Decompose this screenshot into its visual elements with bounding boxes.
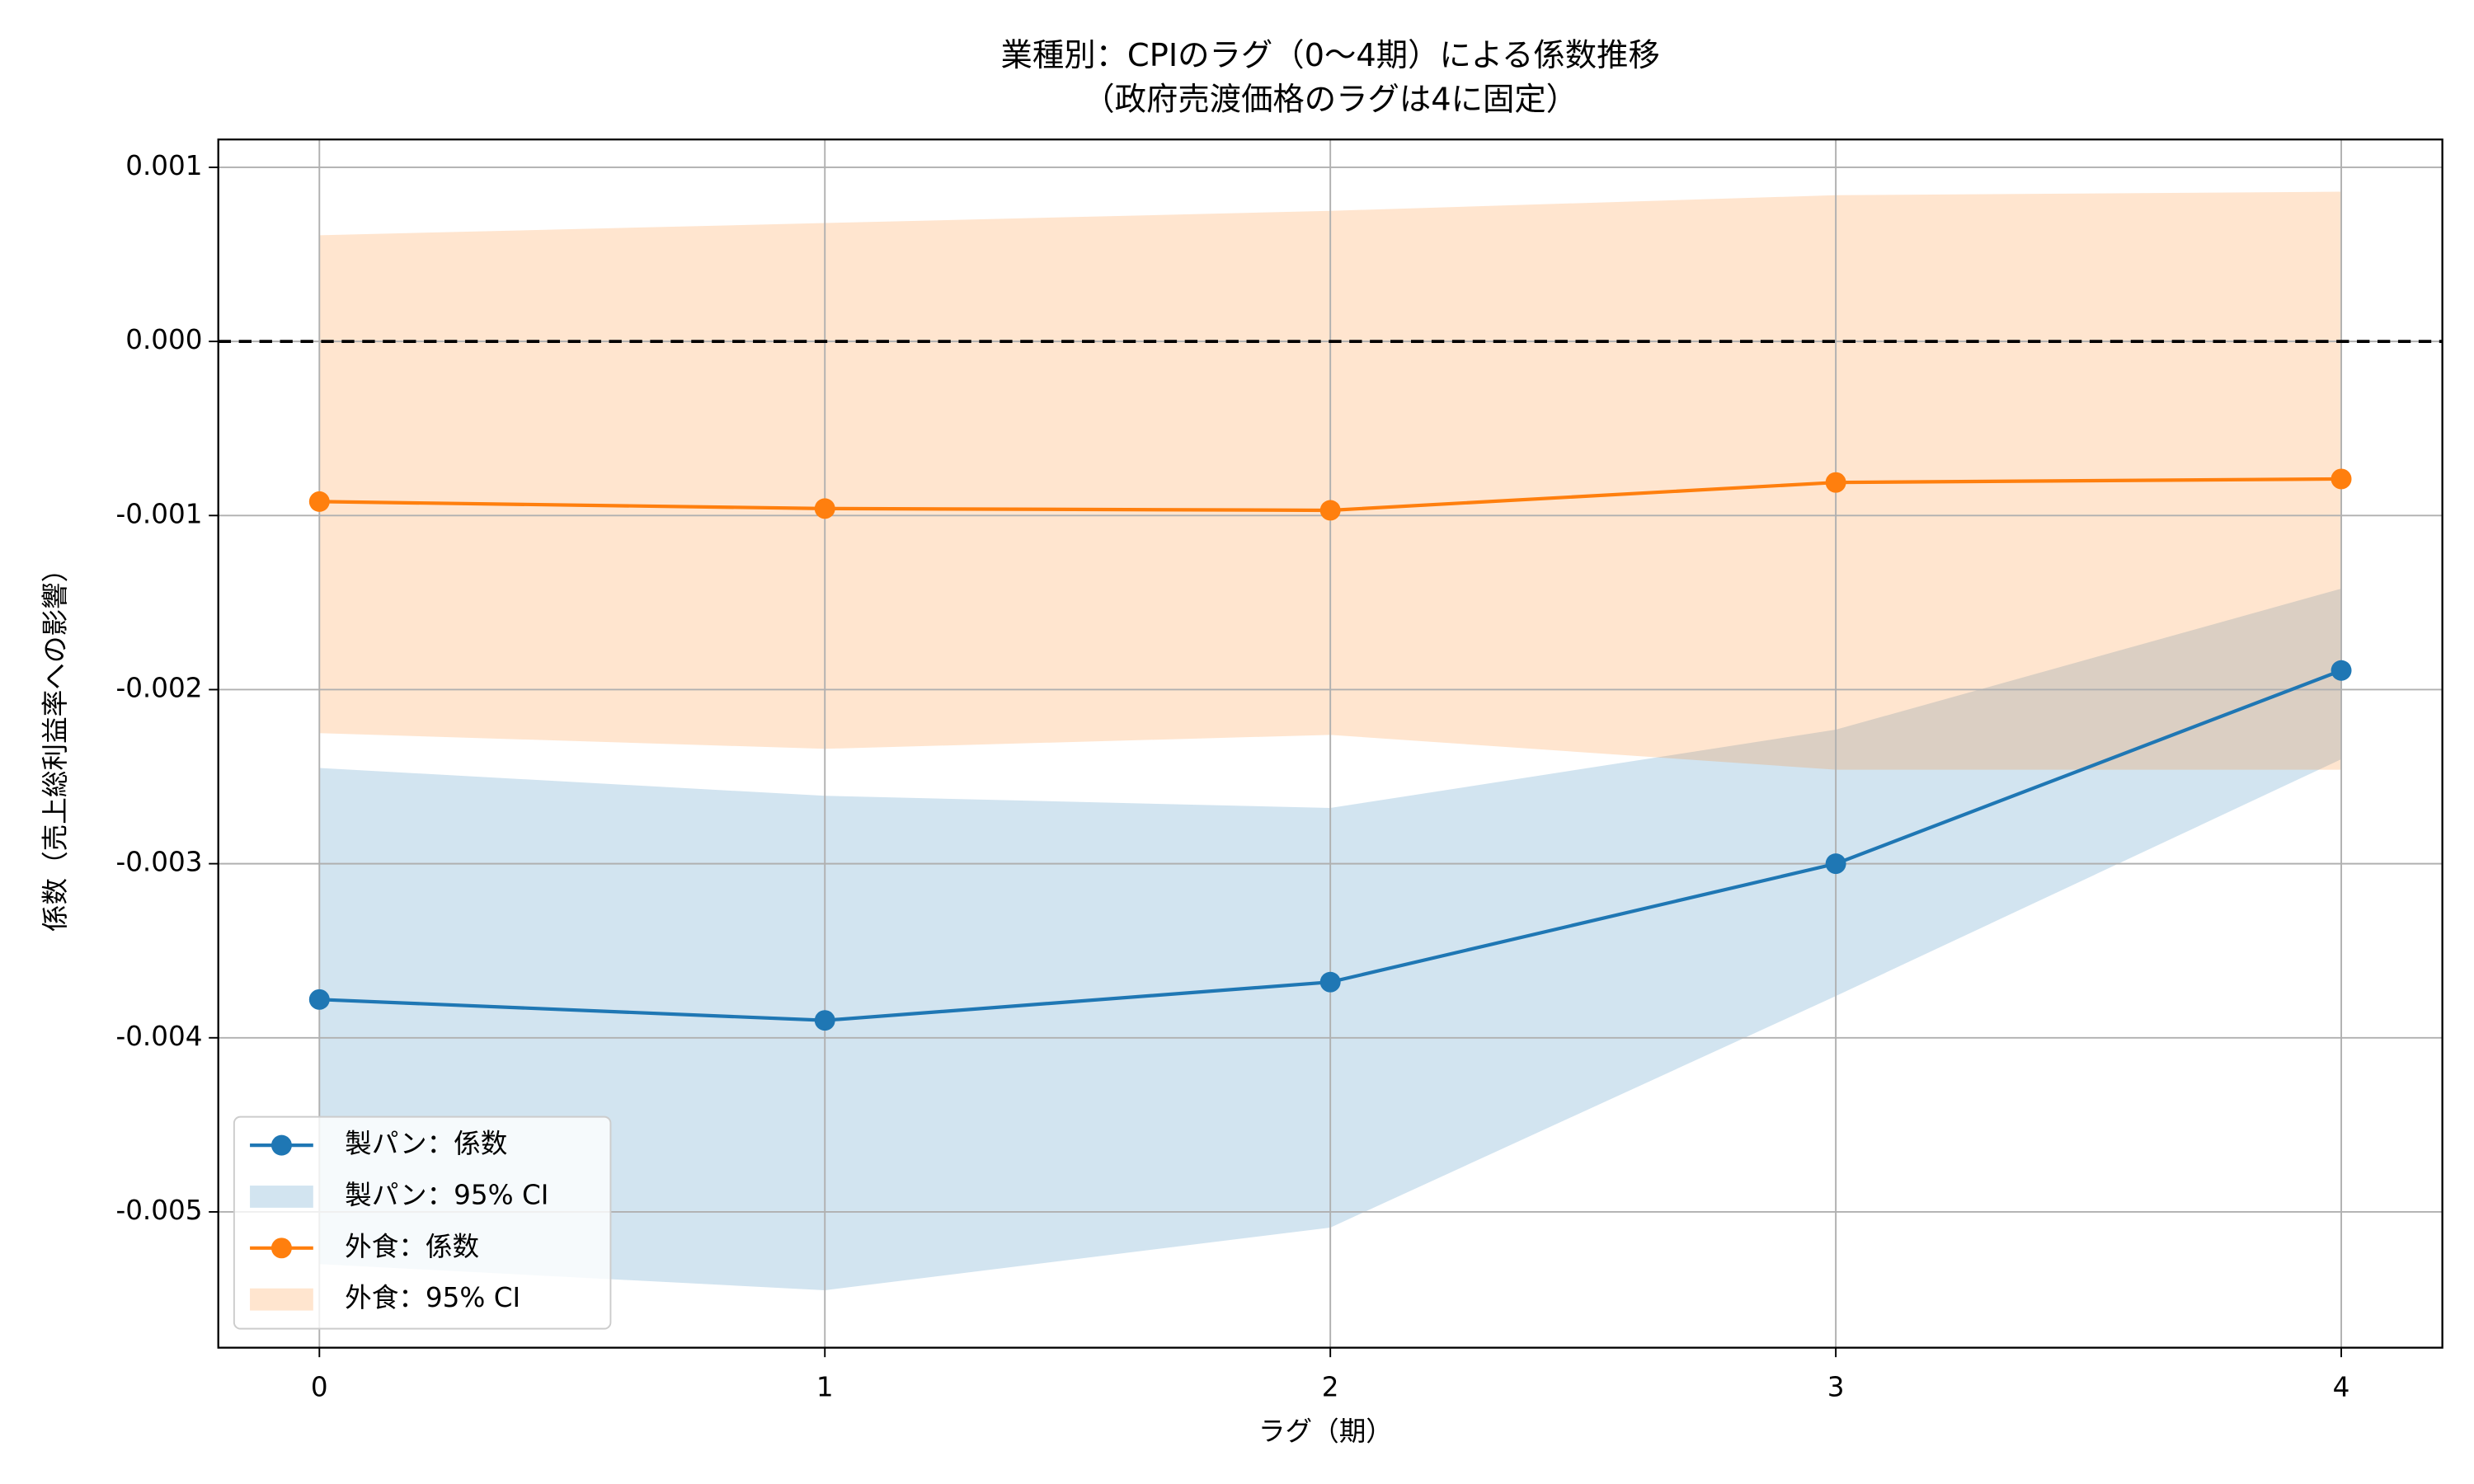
- legend-label: 製パン：95% CI: [345, 1179, 548, 1210]
- y-tick-label: -0.005: [115, 1195, 202, 1226]
- point: [1825, 472, 1846, 493]
- point: [2331, 468, 2352, 490]
- point: [814, 498, 835, 519]
- y-tick-label: -0.003: [115, 847, 202, 878]
- y-tick-label: -0.002: [115, 672, 202, 703]
- legend-marker: [270, 1237, 292, 1259]
- x-tick-label: 0: [311, 1372, 328, 1403]
- legend-swatch: [250, 1186, 313, 1208]
- x-tick-label: 1: [816, 1372, 834, 1403]
- legend-box: [233, 1115, 612, 1330]
- y-tick-label: -0.004: [115, 1021, 202, 1052]
- point: [308, 989, 330, 1010]
- legend-label: 外食：係数: [345, 1231, 479, 1262]
- x-tick-label: 3: [1827, 1372, 1845, 1403]
- x-axis-label: ラグ（期）: [1258, 1416, 1393, 1447]
- x-tick-label: 2: [1322, 1372, 1339, 1403]
- x-tick-label: 4: [2333, 1372, 2350, 1403]
- point: [2331, 660, 2352, 681]
- point: [1319, 500, 1341, 521]
- legend-marker: [270, 1134, 292, 1156]
- legend-label: 外食：95% CI: [345, 1282, 520, 1313]
- legend-label: 製パン：係数: [345, 1128, 507, 1159]
- point: [1825, 853, 1846, 875]
- plot-area: -0.005 -0.004 -0.003 -0.002 -0.001 0.000 0.001…: [115, 139, 2443, 1403]
- point: [308, 491, 330, 512]
- y-tick-label: 0.000: [125, 324, 202, 355]
- legend-swatch: [250, 1288, 313, 1311]
- chart-subtitle: （政府売渡価格のラグは4に固定）: [1083, 82, 1578, 119]
- y-tick-label: -0.001: [115, 498, 202, 529]
- plot-frame: [217, 139, 2443, 1349]
- y-axis-label: 係数（売上総利益率への影響）: [40, 556, 71, 932]
- point: [814, 1010, 835, 1031]
- y-tick-label: 0.001: [125, 150, 202, 181]
- point: [1319, 971, 1341, 993]
- chart-title: 業種別：CPIのラグ（0〜4期）による係数推移: [1000, 37, 1659, 74]
